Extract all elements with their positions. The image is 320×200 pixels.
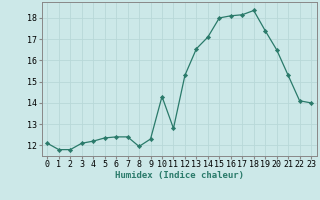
X-axis label: Humidex (Indice chaleur): Humidex (Indice chaleur)	[115, 171, 244, 180]
